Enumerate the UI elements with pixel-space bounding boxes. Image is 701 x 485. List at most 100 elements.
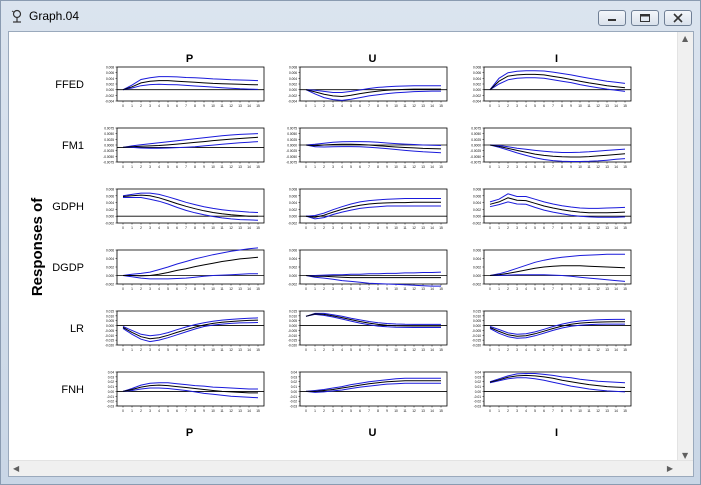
row-label-FM1: FM1 — [62, 140, 84, 152]
eviews-graph-icon — [11, 9, 22, 23]
x-tick-label: 10 — [578, 104, 582, 108]
panel-frame — [116, 249, 265, 285]
panel-frame — [299, 249, 448, 285]
upper-band-line — [122, 317, 259, 337]
x-tick-label: 5 — [350, 165, 352, 169]
x-tick-label: 12 — [596, 104, 600, 108]
x-tick-label: 5 — [350, 348, 352, 352]
x-tick-label: 8 — [561, 104, 563, 108]
scroll-left-icon[interactable]: ◀ — [13, 464, 20, 473]
x-tick-label: 13 — [238, 409, 242, 413]
y-tick-label: -0.002 — [472, 94, 481, 98]
x-tick-label: 6 — [359, 348, 361, 352]
x-tick-label: 7 — [552, 226, 554, 230]
x-tick-label: 0 — [122, 348, 124, 352]
y-tick-label: 0.006 — [106, 194, 114, 198]
title-bar[interactable]: Graph.04 — [1, 1, 700, 31]
x-tick-label: 12 — [229, 165, 233, 169]
column-header-bottom-U: U — [369, 427, 377, 439]
x-tick-label: 11 — [403, 104, 407, 108]
response-line — [123, 256, 259, 277]
horizontal-scrollbar[interactable]: ◀ ▶ — [9, 460, 693, 476]
y-tick-label: -0.015 — [472, 339, 481, 343]
vertical-scrollbar[interactable]: ▲ ▼ — [677, 32, 693, 462]
x-tick-label: 11 — [220, 226, 224, 230]
x-tick-label: 7 — [185, 226, 187, 230]
y-tick-label: 0.000 — [289, 215, 297, 219]
x-tick-label: 10 — [394, 226, 398, 230]
y-tick-label: -0.01 — [107, 395, 114, 399]
x-tick-label: 7 — [185, 104, 187, 108]
x-tick-label: 3 — [516, 226, 518, 230]
response-line — [306, 380, 441, 392]
close-button[interactable] — [664, 10, 692, 26]
y-tick-label: -0.0075 — [286, 161, 297, 165]
panel-frame — [299, 310, 448, 346]
upper-band-line — [306, 271, 442, 276]
x-tick-label: 11 — [403, 226, 407, 230]
x-tick-label: 8 — [561, 287, 563, 291]
y-tick-label: -0.0025 — [103, 149, 114, 153]
y-tick-label: 0.004 — [289, 77, 297, 81]
x-tick-label: 10 — [578, 226, 582, 230]
x-tick-label: 13 — [605, 409, 609, 413]
x-tick-label: 12 — [596, 287, 600, 291]
y-tick-label: 0.004 — [106, 257, 114, 261]
x-tick-label: 6 — [359, 165, 361, 169]
x-tick-label: 2 — [323, 287, 325, 291]
x-tick-label: 6 — [543, 409, 545, 413]
lower-band-line — [305, 144, 442, 154]
y-tick-label: 0.004 — [473, 77, 481, 81]
minimize-button[interactable] — [598, 10, 626, 26]
y-tick-label: 0.006 — [106, 71, 114, 75]
scroll-right-icon[interactable]: ▶ — [666, 464, 673, 473]
upper-band-line — [489, 373, 626, 384]
x-tick-label: 7 — [552, 165, 554, 169]
x-tick-label: 13 — [605, 287, 609, 291]
x-tick-label: 7 — [185, 348, 187, 352]
y-tick-label: 0.000 — [289, 324, 297, 328]
row-label-FNH: FNH — [61, 384, 84, 396]
x-tick-label: 9 — [203, 409, 205, 413]
maximize-button[interactable] — [631, 10, 659, 26]
x-tick-label: 15 — [623, 348, 627, 352]
scroll-up-icon[interactable]: ▲ — [682, 34, 689, 43]
x-tick-label: 2 — [140, 226, 142, 230]
x-tick-label: 15 — [623, 287, 627, 291]
lower-band-line — [489, 77, 626, 92]
x-tick-label: 6 — [176, 287, 178, 291]
response-line — [122, 80, 259, 91]
x-tick-label: 13 — [238, 165, 242, 169]
x-tick-label: 4 — [341, 348, 343, 352]
upper-band-line — [305, 85, 441, 93]
y-tick-label: -0.0050 — [103, 155, 114, 159]
y-tick-label: 0.008 — [106, 188, 114, 192]
lower-band-line — [122, 273, 258, 280]
x-tick-label: 4 — [341, 165, 343, 169]
x-tick-label: 7 — [368, 165, 370, 169]
x-tick-label: 9 — [203, 287, 205, 291]
row-label-FFED: FFED — [55, 79, 84, 91]
x-tick-label: 2 — [507, 287, 509, 291]
x-tick-label: 1 — [314, 104, 316, 108]
x-tick-label: 7 — [368, 409, 370, 413]
x-tick-label: 10 — [578, 348, 582, 352]
x-tick-label: 3 — [516, 165, 518, 169]
y-tick-label: 0.004 — [473, 201, 481, 205]
y-tick-label: 0.005 — [106, 319, 114, 323]
x-tick-label: 4 — [158, 226, 160, 230]
x-tick-label: 12 — [229, 104, 233, 108]
x-tick-label: 15 — [256, 104, 260, 108]
x-tick-label: 8 — [194, 287, 196, 291]
x-tick-label: 11 — [220, 104, 224, 108]
y-tick-label: -0.0050 — [470, 155, 481, 159]
upper-band-line — [489, 70, 626, 91]
y-tick-label: 0.000 — [106, 88, 114, 92]
y-tick-label: 0.000 — [106, 324, 114, 328]
scroll-down-icon[interactable]: ▼ — [682, 451, 689, 460]
y-tick-label: 0.005 — [473, 319, 481, 323]
x-tick-label: 0 — [122, 287, 124, 291]
x-tick-label: 10 — [394, 348, 398, 352]
response-line — [305, 201, 441, 218]
